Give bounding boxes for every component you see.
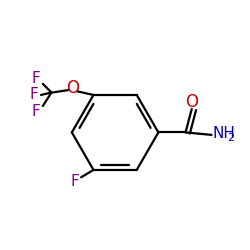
Text: O: O — [185, 93, 198, 111]
Text: F: F — [31, 104, 40, 118]
Text: NH: NH — [213, 126, 236, 141]
Text: F: F — [31, 72, 40, 86]
Text: 2: 2 — [227, 133, 234, 143]
Text: F: F — [29, 88, 38, 102]
Text: O: O — [66, 78, 79, 96]
Text: F: F — [70, 174, 79, 189]
